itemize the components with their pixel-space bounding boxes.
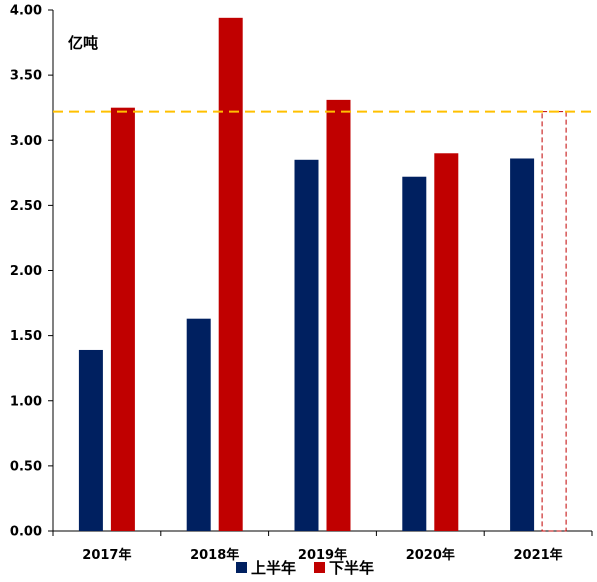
bar-下半年: [434, 153, 459, 531]
bar-上半年: [186, 318, 211, 531]
unit-label: 亿吨: [68, 34, 98, 52]
x-tick-label: 2019年: [298, 547, 347, 563]
x-axis: 2017年 2018年 2019年 2020年 2021年: [52, 530, 593, 563]
bar-上半年: [294, 159, 319, 531]
bar-下半年: [110, 107, 135, 531]
bar-上半年: [78, 349, 103, 531]
bar-上半年: [402, 176, 427, 531]
legend: 上半年 下半年: [236, 559, 374, 577]
x-tick-label: 2020年: [406, 547, 455, 563]
y-tick-label: 2.00: [10, 264, 42, 279]
legend-swatch-上半年: [236, 562, 247, 573]
y-tick-label: 1.00: [10, 394, 42, 409]
x-tick-label: 2017年: [82, 547, 131, 563]
y-tick-label: 2.50: [10, 199, 42, 214]
x-tick-label: 2018年: [190, 547, 239, 563]
y-tick-label: 1.50: [10, 329, 42, 344]
x-tick-label: 2021年: [514, 547, 563, 563]
bar-下半年: [218, 17, 243, 531]
bars-group: [78, 17, 567, 532]
legend-swatch-下半年: [314, 562, 325, 573]
y-tick-label: 0.50: [10, 459, 42, 474]
y-tick-label: 3.00: [10, 134, 42, 149]
bar-上半年: [510, 158, 535, 532]
y-tick-label: 3.50: [10, 69, 42, 84]
legend-label: 下半年: [329, 559, 374, 577]
y-axis: 0.00 0.50 1.00 1.50 2.00 2.50 3.00 3.50 4.00: [10, 4, 54, 540]
legend-label: 上半年: [251, 559, 296, 577]
y-tick-label: 0.00: [10, 525, 42, 540]
bar-projected-下半年: [541, 111, 567, 532]
bar-下半年: [326, 99, 351, 531]
y-tick-label: 4.00: [10, 4, 42, 19]
